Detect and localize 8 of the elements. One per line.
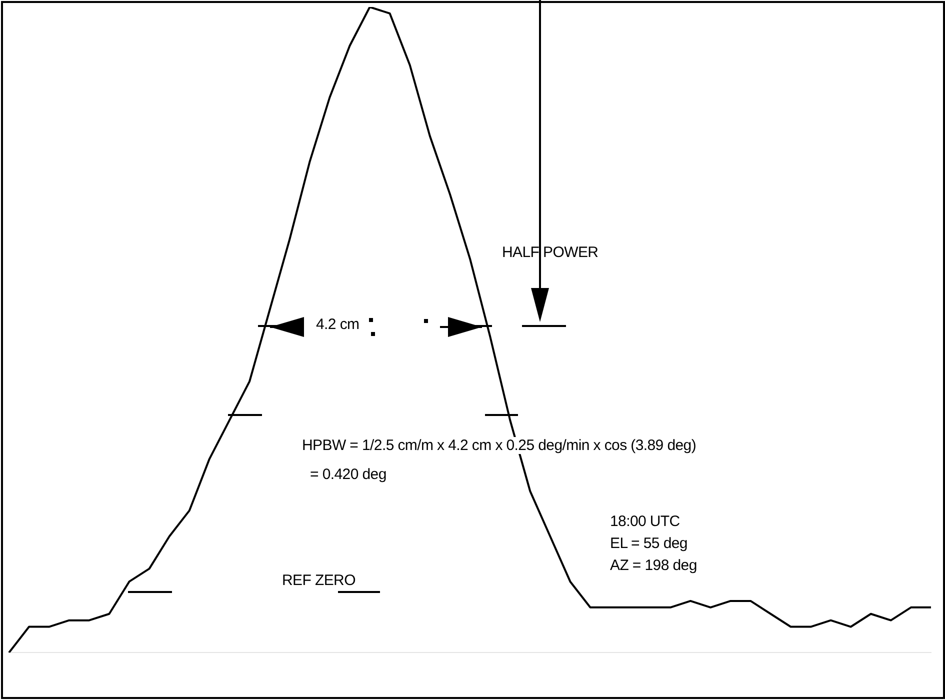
annotation: HPBW = 1/2.5 cm/m x 4.2 cm x 0.25 deg/min x cos (3.89 deg) bbox=[302, 437, 696, 454]
annotation: HALF POWER bbox=[502, 244, 598, 261]
annotation: 4.2 cm bbox=[316, 316, 360, 333]
annotation: = 0.420 deg bbox=[310, 466, 386, 483]
annotation: AZ = 198 deg bbox=[610, 557, 697, 574]
annotation: REF ZERO bbox=[282, 572, 356, 589]
annotation: EL = 55 deg bbox=[610, 535, 688, 552]
annotation: 18:00 UTC bbox=[610, 513, 680, 530]
